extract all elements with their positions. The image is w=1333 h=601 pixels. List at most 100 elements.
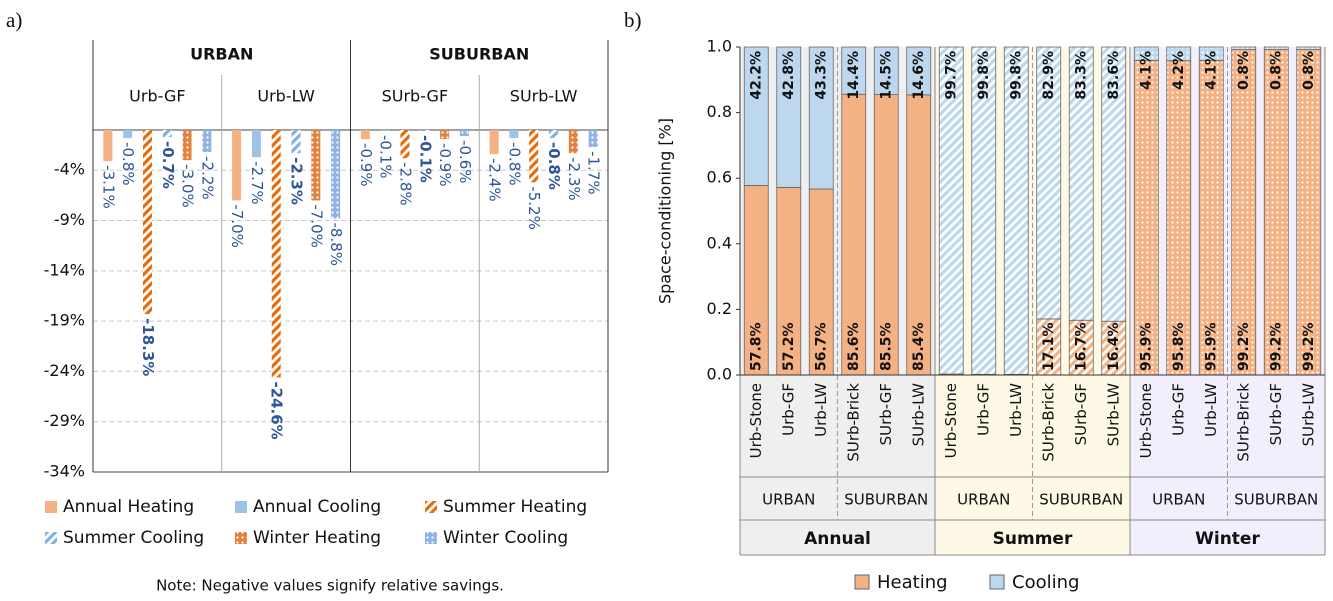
bar	[331, 130, 341, 219]
value-label: 99.8%	[976, 51, 992, 100]
x-tick-label: SUrb-Brick	[1234, 383, 1252, 462]
bar	[123, 130, 133, 139]
legend-swatch	[45, 532, 57, 544]
bar-segment	[808, 46, 834, 190]
y-tick-label: -34%	[44, 462, 85, 481]
legend-swatch	[425, 532, 437, 544]
value-label: 0.8%	[1301, 51, 1317, 90]
value-label: -0.1%	[377, 135, 395, 179]
value-label: -2.4%	[486, 158, 504, 202]
x-tick-label: Urb-Stone	[1137, 383, 1155, 458]
group-label: SUBURBAN	[429, 45, 529, 64]
bar-segment	[1101, 46, 1127, 322]
bar	[400, 130, 410, 159]
category-label: Urb-LW	[257, 87, 315, 106]
legend-label: Cooling	[1012, 572, 1079, 593]
value-label: 83.6%	[1106, 51, 1122, 100]
y-tick-label: 1.0	[707, 37, 732, 56]
bar	[271, 130, 281, 378]
bar-segment	[743, 185, 769, 376]
bar	[182, 130, 192, 161]
x-tick-label: Urb-GF	[1169, 383, 1187, 436]
value-label: 99.8%	[1008, 51, 1024, 100]
bar-segment	[906, 46, 932, 96]
value-label: 57.2%	[781, 322, 797, 371]
bar	[420, 130, 430, 132]
y-tick-label: -24%	[44, 361, 85, 380]
subgroup-label: URBAN	[1152, 491, 1205, 509]
bar-segment	[1166, 46, 1192, 62]
value-label: 83.3%	[1073, 51, 1089, 100]
bar-segment	[743, 46, 769, 186]
value-label: 0.8%	[1236, 51, 1252, 90]
bar-segment	[1166, 60, 1192, 376]
bar	[459, 130, 469, 137]
category-label: SUrb-GF	[382, 87, 449, 106]
value-label: 4.1%	[1138, 51, 1154, 90]
value-label: 85.4%	[911, 322, 927, 371]
value-label: 4.2%	[1171, 51, 1187, 90]
value-label: 42.8%	[781, 51, 797, 100]
category-label: Urb-GF	[129, 87, 185, 106]
value-label: 95.9%	[1203, 322, 1219, 371]
value-label: -2.2%	[198, 156, 216, 200]
category-label: SUrb-LW	[510, 87, 578, 106]
value-label: -0.7%	[159, 141, 177, 189]
value-label: -0.8%	[119, 142, 137, 186]
value-label: -3.1%	[99, 165, 117, 209]
bar	[509, 130, 519, 139]
panel-label: b)	[624, 8, 642, 32]
value-label: 57.8%	[748, 322, 764, 371]
panel-label: a)	[6, 8, 22, 32]
x-tick-label: Urb-GF	[974, 383, 992, 436]
legend-swatch	[45, 501, 57, 513]
bar	[568, 130, 578, 154]
bar-segment	[841, 46, 867, 95]
bar-segment	[1296, 49, 1322, 376]
legend-swatch	[854, 574, 870, 590]
value-label: -0.8%	[545, 142, 563, 190]
bar	[162, 130, 172, 138]
x-tick-label: SUrb-GF	[877, 383, 895, 445]
x-tick-label: SUrb-LW	[1299, 383, 1317, 447]
subgroup-label: SUBURBAN	[1234, 491, 1318, 509]
x-tick-label: Urb-LW	[812, 383, 830, 437]
value-label: 99.7%	[943, 51, 959, 100]
y-tick-label: 0.6	[707, 168, 732, 187]
bar-segment	[1198, 46, 1224, 61]
value-label: 56.7%	[813, 322, 829, 371]
bar-segment	[873, 46, 899, 95]
value-label: 16.4%	[1106, 322, 1122, 371]
x-tick-label: SUrb-LW	[909, 383, 927, 447]
bar-segment	[1133, 46, 1159, 61]
bar	[360, 130, 370, 140]
value-label: -0.9%	[436, 143, 454, 187]
legend-swatch	[235, 532, 247, 544]
value-label: -2.7%	[248, 161, 266, 205]
bar-segment	[1068, 319, 1094, 376]
bar-segment	[1003, 46, 1029, 375]
bar-segment	[808, 188, 834, 376]
legend-swatch	[425, 501, 437, 513]
bar-segment	[1231, 46, 1257, 51]
value-label: -5.2%	[525, 186, 543, 230]
value-label: -7.0%	[228, 204, 246, 248]
value-label: 95.9%	[1138, 322, 1154, 371]
value-label: 0.8%	[1268, 51, 1284, 90]
season-label: Summer	[993, 529, 1073, 549]
legend-label: Annual Heating	[63, 497, 194, 517]
legend-label: Winter Heating	[253, 528, 381, 548]
bar	[142, 130, 152, 315]
value-label: -2.8%	[396, 162, 414, 206]
bar	[549, 130, 559, 139]
legend-label: Summer Heating	[443, 497, 587, 517]
value-label: -0.8%	[505, 142, 523, 186]
x-tick-label: Urb-Stone	[747, 383, 765, 458]
legend-swatch	[989, 574, 1005, 590]
bar-segment	[1296, 46, 1322, 51]
y-tick-label: 0.4	[707, 233, 732, 252]
value-label: 99.2%	[1236, 322, 1252, 371]
value-label: -1.7%	[585, 151, 603, 195]
value-label: 99.2%	[1301, 322, 1317, 371]
legend-label: Heating	[877, 572, 948, 593]
